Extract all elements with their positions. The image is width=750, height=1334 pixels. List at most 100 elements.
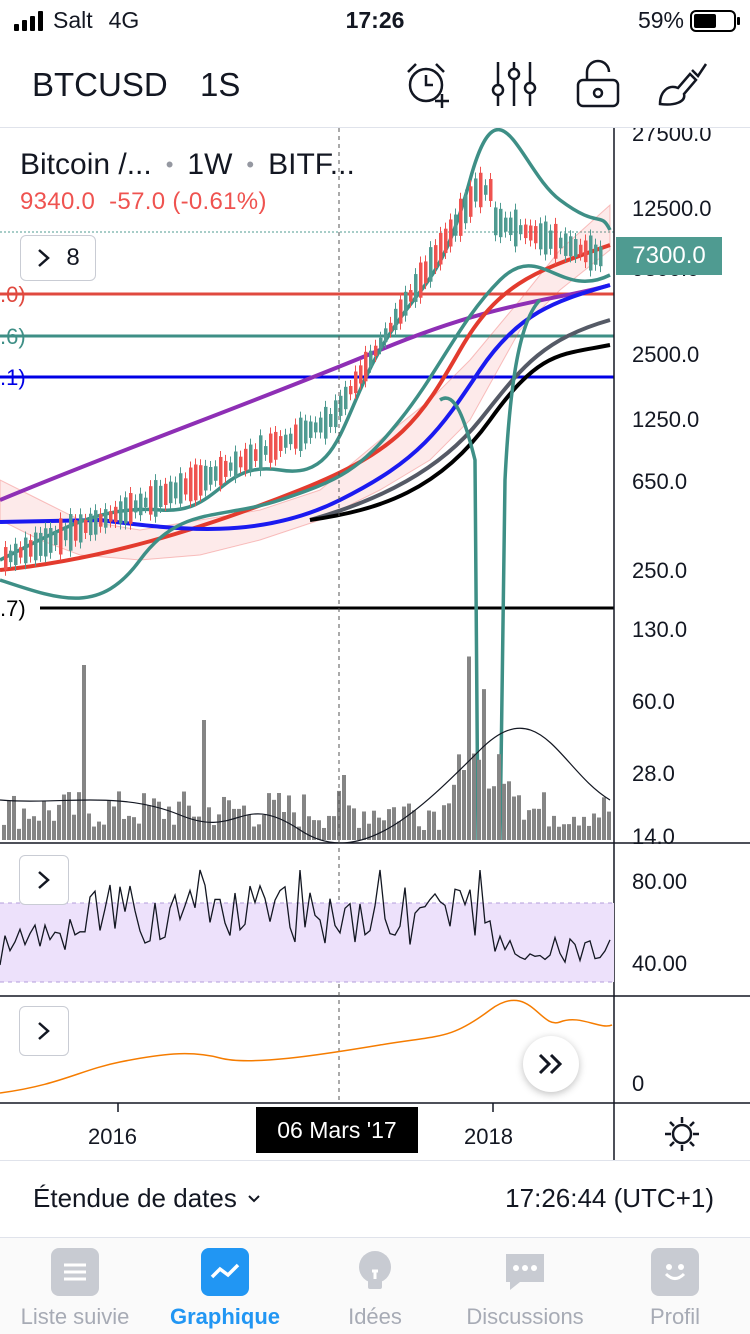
line-label-blue: .1) [0,365,26,390]
volume-bar [167,806,171,840]
candle-body [579,244,583,255]
volume-bar [92,826,96,840]
volume-bar [407,803,411,840]
candle-body [304,420,308,444]
volume-bar [272,799,276,840]
candle-body [504,217,508,232]
candle-body [44,528,48,557]
tab-watchlist[interactable]: Liste suivie [0,1238,150,1334]
legend-symbol: Bitcoin /... [20,148,152,181]
volume-bar [232,808,236,840]
volume-bar [477,759,481,840]
candle-body [204,465,208,491]
candle-body [84,519,88,533]
bollinger-lower [0,264,611,600]
lock-icon[interactable] [572,58,624,110]
volume-bar [357,827,361,840]
chart-icon [201,1248,249,1296]
candle-body [244,448,248,471]
tab-chart[interactable]: Graphique [150,1238,300,1334]
volume-bar [562,824,566,840]
chart-legend[interactable]: Bitcoin /... • 1W • BITF... 9340.0 -57.0… [20,148,355,216]
candle-body [474,178,478,202]
candle-body [69,514,73,551]
line-label-red: .0) [0,282,26,307]
oscillator-expand-button[interactable] [19,1006,69,1056]
volume-bar [27,818,31,840]
volume-bar [22,808,26,840]
scroll-to-realtime-button[interactable] [523,1036,579,1092]
tab-label: Profil [649,1304,701,1329]
volume-bar [222,796,226,840]
candle-body [59,518,63,555]
candle-body [309,421,313,438]
tab-ideas[interactable]: Idées [300,1238,450,1334]
battery-percent: 59% [637,7,684,33]
drawing-tools-icon[interactable] [656,58,708,110]
date-range-button[interactable]: Étendue de dates [33,1183,261,1214]
price-axis-label: 130.0 [632,617,687,642]
volume-axis-label: 28.0 [632,761,675,786]
candle-body [559,237,563,249]
candle-body [484,185,488,195]
indicators-icon[interactable] [488,58,540,110]
timezone-button[interactable]: 17:26:44 (UTC+1) [505,1183,714,1213]
candle-body [99,514,103,527]
battery-icon [690,9,740,32]
time-axis-label: 2016 [88,1124,137,1149]
volume-bar [242,805,246,840]
volume-bar [587,825,591,840]
candle-body [109,511,113,522]
indicators-toggle-button[interactable]: 8 [20,235,96,281]
volume-bar [402,806,406,840]
volume-bar [522,819,526,840]
volume-bar [592,813,596,840]
rsi-line [0,869,611,966]
date-range-bar: Étendue de dates 17:26:44 (UTC+1) [0,1160,750,1238]
chevron-right-icon [38,1022,50,1040]
oscillator-line [0,999,613,1094]
settings-icon[interactable] [662,1114,702,1154]
candle-body [299,417,303,451]
volume-bar [137,823,141,840]
line-label-teal: .6) [0,324,26,349]
volume-bar [417,826,421,840]
candle-body [549,230,553,249]
volume-bar [347,805,351,840]
moving-average-red [0,243,611,572]
alarm-add-icon[interactable] [402,58,454,110]
candle-body [574,239,578,257]
rsi-expand-button[interactable] [19,855,69,905]
candle-body [569,236,573,257]
volume-bar [602,797,606,840]
symbol-button[interactable]: BTCUSD [32,66,168,103]
status-bar: Salt 4G 17:26 59% [0,0,750,40]
volume-bar [12,795,16,840]
tab-profile[interactable]: Profil [600,1238,750,1334]
candle-body [189,467,193,502]
price-axis-label: 650.0 [632,469,687,494]
signal-icon [14,10,43,31]
candle-body [259,435,263,471]
volume-bar [537,808,541,840]
current-price-label: 7300.0 [616,237,722,275]
resolution-button[interactable]: 1S [200,66,241,103]
candle-body [469,186,473,217]
volume-bar [102,824,106,840]
candle-body [464,195,468,224]
price-pane[interactable] [0,128,614,844]
volume-bar [462,770,466,840]
candle-body [414,274,418,302]
candle-body [534,226,538,244]
volume-bar [542,792,546,840]
candle-body [274,431,278,460]
volume-bar [337,790,341,840]
candle-body [314,422,318,433]
price-chart[interactable]: 27500.0 12500.0 2500.0 1250.0 650.0 250.0 130.… [0,128,750,1160]
rsi-axis-label: 80.00 [632,869,687,894]
candle-body [454,214,458,236]
candle-body [19,547,23,558]
tab-discussions[interactable]: Discussions [450,1238,600,1334]
indicator-count: 8 [66,244,80,271]
candle-body [234,451,238,478]
